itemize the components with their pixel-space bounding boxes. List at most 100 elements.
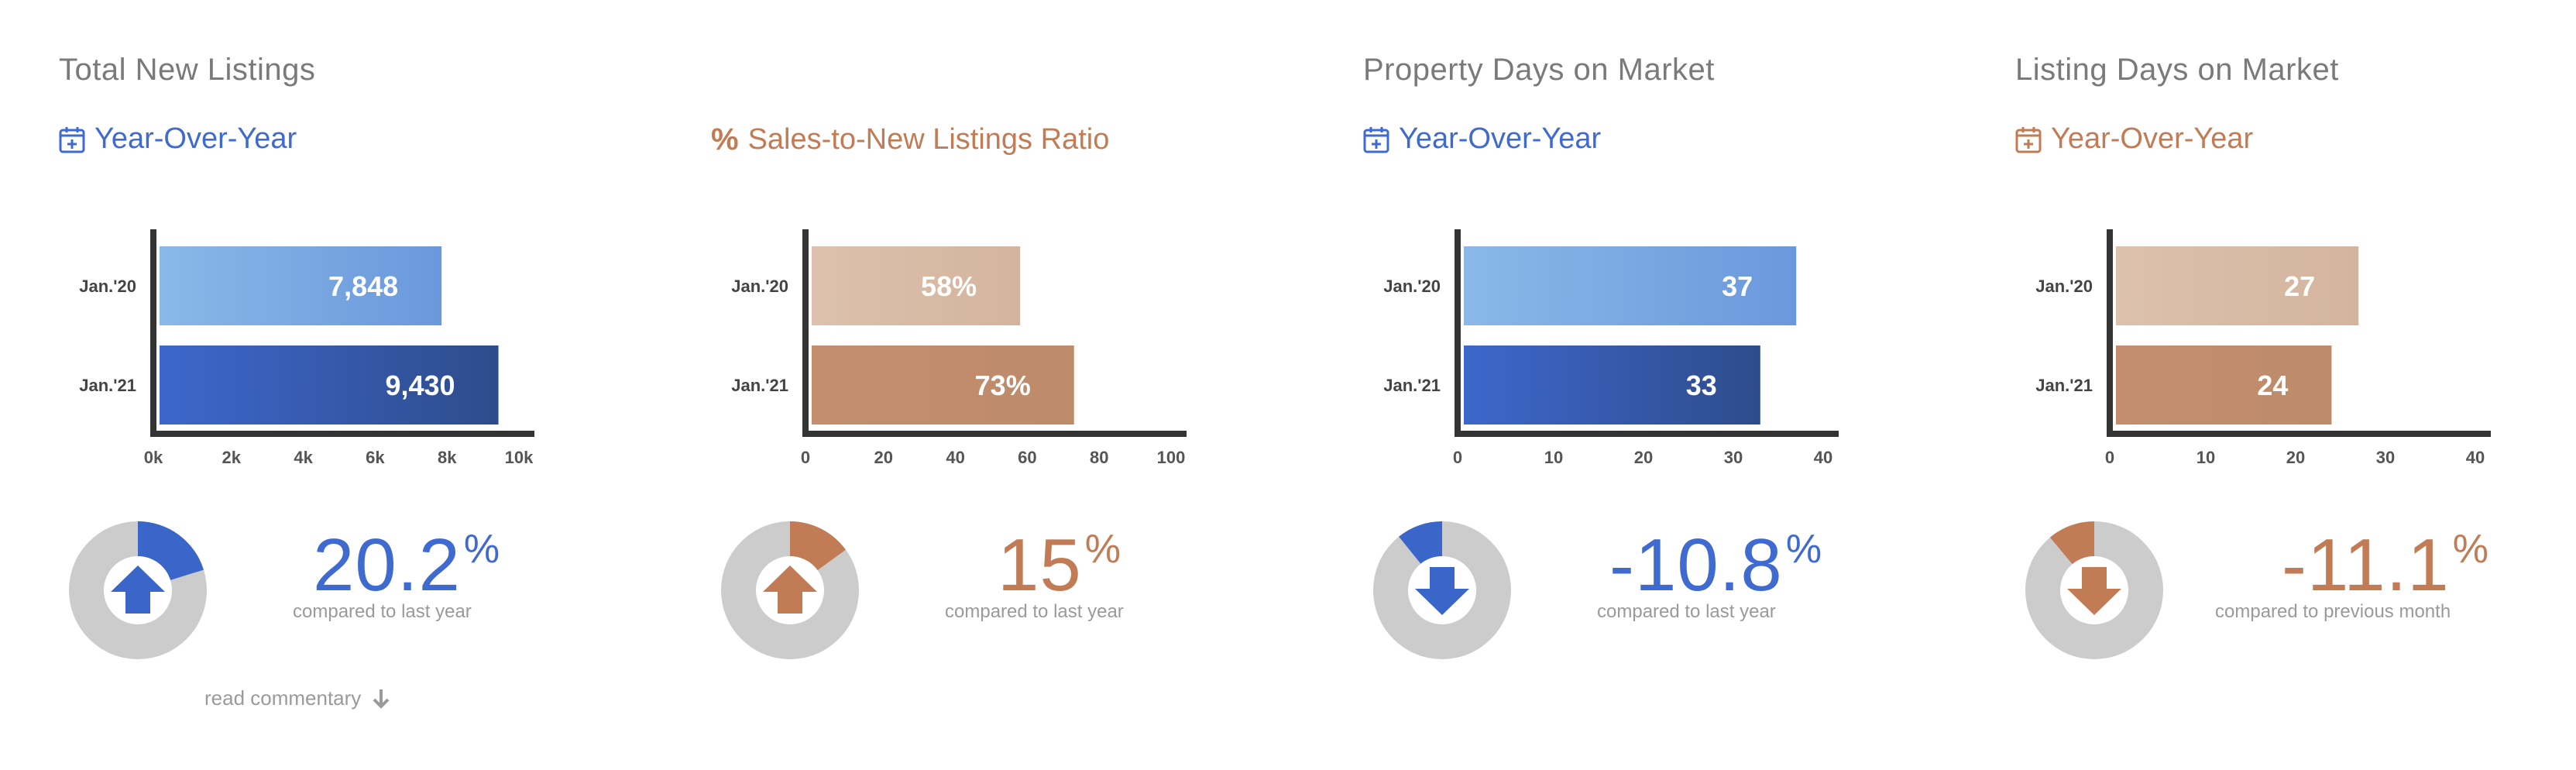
panel-sales-to-new-listings: % Sales-to-New Listings Ratio 58% Jan.'20…	[711, 0, 1253, 770]
change-value: 15%	[998, 523, 1121, 608]
donut-chart	[721, 521, 859, 659]
panel-property-days-on-market: Property Days on Market Year-Over-Year 3…	[1363, 0, 1905, 770]
bar-0	[1464, 246, 1797, 325]
bar-data-label: 27	[2284, 270, 2315, 302]
tick-label: 30	[2376, 448, 2395, 467]
subtitle-year-over-year[interactable]: Year-Over-Year	[2015, 122, 2253, 156]
category-label: Jan.'21	[2035, 376, 2093, 395]
bar-chart: 37 Jan.'20 33 Jan.'21 0 10 20 30 40	[1383, 229, 1839, 467]
bar-chart: 58% Jan.'20 73% Jan.'21 0 20 40 60 80 100	[731, 229, 1187, 467]
percent-sign: %	[463, 527, 501, 572]
panel-total-new-listings: Total New Listings Year-Over-Year 7,848 J…	[59, 0, 601, 770]
panel-listing-days-on-market: Listing Days on Market Year-Over-Year 27…	[2015, 0, 2557, 770]
bar-0	[812, 246, 1021, 325]
donut-segment	[1399, 521, 1442, 564]
tick-label: 100	[1157, 448, 1186, 467]
tick-label: 40	[1814, 448, 1832, 467]
tick-label: 10k	[505, 448, 534, 467]
arrow-up-icon	[763, 565, 817, 614]
read-commentary-label: read commentary	[204, 686, 362, 710]
subtitle-label: Year-Over-Year	[1399, 122, 1602, 155]
tick-label: 60	[1018, 448, 1036, 467]
tick-label: 0	[1453, 448, 1462, 467]
percent-sign: %	[1785, 527, 1823, 572]
subtitle-label: Year-Over-Year	[2051, 122, 2254, 155]
donut-chart	[69, 521, 207, 659]
bar-data-label: 33	[1686, 370, 1717, 401]
donut-segment	[2049, 521, 2094, 565]
panel-title: Property Days on Market	[1363, 53, 1715, 87]
donut-segment	[790, 521, 847, 571]
tick-label: 30	[1724, 448, 1743, 467]
tick-label: 10	[2196, 448, 2215, 467]
percent-icon: %	[711, 122, 739, 156]
category-label: Jan.'20	[1383, 277, 1441, 296]
change-value: -10.8%	[1609, 523, 1822, 608]
tick-label: 10	[1544, 448, 1563, 467]
arrow-down-icon	[1415, 567, 1469, 615]
category-label: Jan.'21	[731, 376, 788, 395]
tick-label: 0k	[144, 448, 163, 467]
donut-chart	[1373, 521, 1511, 659]
calendar-icon	[2015, 126, 2042, 153]
bar-chart: 7,848 Jan.'20 9,430 Jan.'21 0k 2k 4k 6k 8k 10k	[79, 229, 534, 467]
category-label: Jan.'20	[79, 277, 136, 296]
category-label: Jan.'20	[731, 277, 788, 296]
tick-label: 2k	[222, 448, 242, 467]
tick-label: 0	[2105, 448, 2114, 467]
arrow-down-icon	[2067, 567, 2121, 615]
category-label: Jan.'21	[1383, 376, 1441, 395]
bar-1	[2116, 345, 2332, 425]
bar-1	[812, 345, 1074, 425]
bar-1	[160, 345, 499, 425]
tick-label: 4k	[294, 448, 313, 467]
change-number: 20.2	[313, 524, 461, 607]
change-number: -11.1	[2282, 524, 2450, 607]
read-commentary-link[interactable]: read commentary	[204, 686, 390, 710]
subtitle-label: Year-Over-Year	[94, 122, 297, 155]
bar-data-label: 24	[2257, 370, 2288, 401]
change-number: 15	[998, 524, 1082, 607]
tick-label: 20	[874, 448, 893, 467]
category-label: Jan.'21	[79, 376, 136, 395]
tick-label: 40	[2466, 448, 2485, 467]
tick-label: 8k	[438, 448, 457, 467]
arrow-up-icon	[111, 565, 165, 614]
tick-label: 20	[2286, 448, 2305, 467]
bar-data-label: 37	[1722, 270, 1753, 302]
subtitle-sales-to-new-listings-ratio[interactable]: % Sales-to-New Listings Ratio	[711, 122, 1109, 157]
percent-sign: %	[2452, 527, 2489, 572]
calendar-icon	[59, 126, 85, 153]
tick-label: 40	[946, 448, 964, 467]
bar-0	[160, 246, 442, 325]
change-value: 20.2%	[313, 523, 500, 608]
tick-label: 80	[1090, 448, 1108, 467]
compare-text: compared to last year	[945, 601, 1124, 622]
bar-data-label: 58%	[921, 270, 977, 302]
percent-sign: %	[1084, 527, 1122, 572]
arrow-down-icon	[373, 689, 390, 709]
panel-title: Listing Days on Market	[2015, 53, 2339, 87]
category-label: Jan.'20	[2035, 277, 2093, 296]
bar-data-label: 9,430	[385, 370, 455, 401]
compare-text: compared to last year	[1597, 601, 1776, 622]
tick-label: 6k	[366, 448, 385, 467]
subtitle-year-over-year[interactable]: Year-Over-Year	[1363, 122, 1601, 156]
bar-data-label: 7,848	[328, 270, 398, 302]
donut-chart	[2025, 521, 2163, 659]
bar-data-label: 73%	[975, 370, 1031, 401]
compare-text: compared to last year	[293, 601, 472, 622]
change-value: -11.1%	[2282, 523, 2489, 608]
calendar-icon	[1363, 126, 1389, 153]
tick-label: 0	[801, 448, 810, 467]
bar-1	[1464, 345, 1760, 425]
bar-chart: 27 Jan.'20 24 Jan.'21 0 10 20 30 40	[2035, 229, 2491, 467]
tick-label: 20	[1634, 448, 1653, 467]
subtitle-year-over-year[interactable]: Year-Over-Year	[59, 122, 297, 156]
subtitle-label: Sales-to-New Listings Ratio	[747, 123, 1110, 156]
panel-title: Total New Listings	[59, 53, 316, 87]
bar-0	[2116, 246, 2359, 325]
compare-text: compared to previous month	[2215, 601, 2451, 622]
donut-segment	[138, 521, 204, 580]
change-number: -10.8	[1609, 524, 1783, 607]
